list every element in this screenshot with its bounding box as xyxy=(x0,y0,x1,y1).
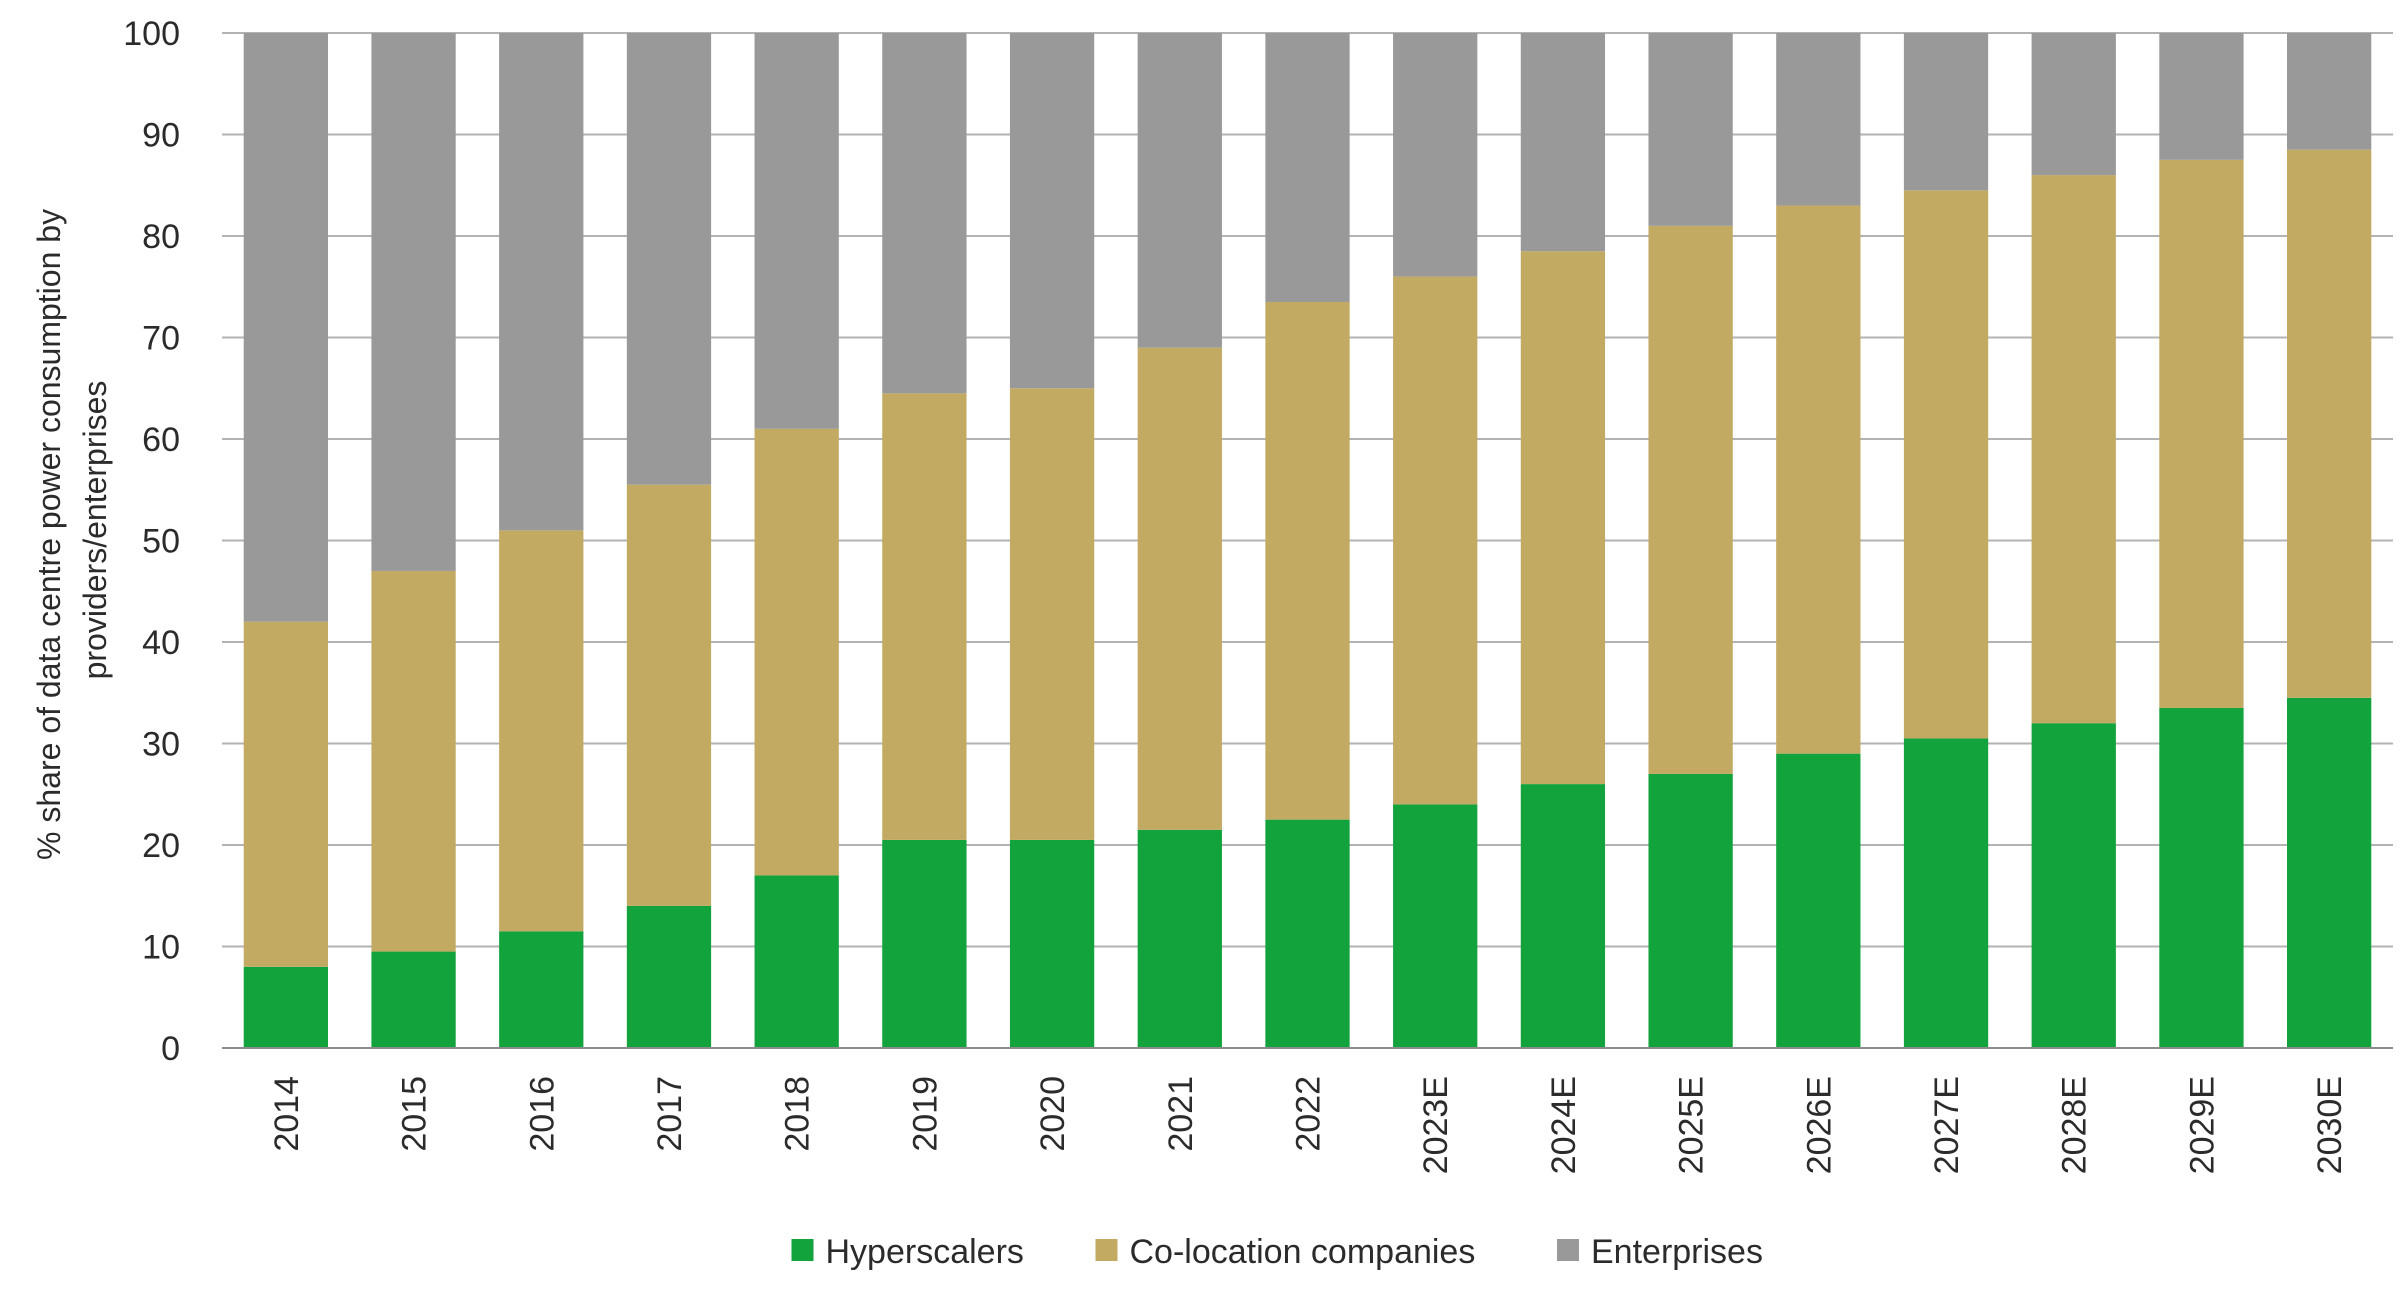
bar-hyperscalers-2018 xyxy=(754,875,839,1048)
x-tick-labels: 2014 2015 2016 2017 2018 2019 2020 2021 2022 2023… xyxy=(268,1076,2349,1174)
bar-enterprises-2017 xyxy=(626,33,712,485)
bar-hyperscalers-2023e xyxy=(1393,804,1478,1048)
bar-co-location-companies-2029e xyxy=(2159,159,2244,708)
bar-co-location-companies-2028e xyxy=(2031,175,2116,724)
bar-co-location-companies-2019 xyxy=(882,393,967,840)
bar-co-location-companies-2015 xyxy=(371,570,456,952)
x-tick-label: 2027E xyxy=(1928,1076,1966,1174)
bar-co-location-companies-2020 xyxy=(1009,388,1095,840)
x-tick-label: 2017 xyxy=(651,1076,689,1152)
bar-co-location-companies-2025e xyxy=(1648,225,1733,774)
legend-label-hyperscalers: Hyperscalers xyxy=(826,1233,1024,1271)
y-tick-label: 100 xyxy=(123,15,180,53)
bar-hyperscalers-2014 xyxy=(243,966,328,1048)
x-tick-label: 2021 xyxy=(1162,1076,1200,1152)
x-tick-label: 2015 xyxy=(396,1076,434,1152)
bar-hyperscalers-2024e xyxy=(1520,784,1606,1048)
x-tick-label: 2026E xyxy=(1800,1076,1838,1174)
x-tick-label: 2018 xyxy=(779,1076,817,1152)
y-tick-label: 60 xyxy=(142,421,180,459)
legend-swatch-hyperscalers xyxy=(791,1239,814,1261)
bar-co-location-companies-2018 xyxy=(754,428,839,876)
y-tick-label: 0 xyxy=(161,1030,180,1068)
bar-hyperscalers-2017 xyxy=(626,905,712,1048)
x-tick-label: 2014 xyxy=(268,1076,306,1152)
bar-hyperscalers-2019 xyxy=(882,839,967,1048)
legend-label-enterprises: Enterprises xyxy=(1591,1233,1763,1271)
bar-co-location-companies-2022 xyxy=(1265,301,1350,820)
bar-hyperscalers-2026e xyxy=(1776,753,1861,1048)
x-tick-label: 2023E xyxy=(1417,1076,1455,1174)
y-tick-label: 90 xyxy=(142,117,180,155)
x-tick-label: 2024E xyxy=(1545,1076,1583,1174)
bar-enterprises-2027e xyxy=(1903,33,1989,191)
bar-co-location-companies-2023e xyxy=(1393,276,1478,805)
bar-co-location-companies-2021 xyxy=(1137,347,1222,830)
bar-co-location-companies-2014 xyxy=(243,621,328,967)
x-tick-label: 2020 xyxy=(1034,1076,1072,1152)
y-axis-title-line-1: % share of data centre power consumption… xyxy=(31,209,67,860)
bar-enterprises-2026e xyxy=(1776,33,1861,206)
bar-hyperscalers-2015 xyxy=(371,951,456,1048)
y-tick-label: 40 xyxy=(142,624,180,662)
bar-enterprises-2020 xyxy=(1009,33,1095,389)
bar-co-location-companies-2017 xyxy=(626,484,712,906)
y-tick-label: 80 xyxy=(142,218,180,256)
y-tick-labels: 0 10 20 30 40 50 60 70 80 90 100 xyxy=(123,15,180,1068)
bar-hyperscalers-2030e xyxy=(2287,697,2372,1048)
x-tick-label: 2030E xyxy=(2311,1076,2349,1174)
bar-enterprises-2015 xyxy=(371,33,456,571)
bars xyxy=(243,33,2372,1048)
bar-hyperscalers-2022 xyxy=(1265,819,1350,1048)
bar-hyperscalers-2021 xyxy=(1137,829,1222,1048)
bar-enterprises-2023e xyxy=(1393,33,1478,277)
bar-co-location-companies-2016 xyxy=(499,530,584,932)
y-axis-title-line-2: providers/enterprises xyxy=(77,381,113,680)
x-tick-label: 2016 xyxy=(523,1076,561,1152)
legend-swatch-enterprises xyxy=(1557,1239,1579,1261)
bar-hyperscalers-2025e xyxy=(1648,773,1733,1048)
y-tick-label: 20 xyxy=(142,827,180,865)
y-tick-label: 70 xyxy=(142,320,180,358)
bar-hyperscalers-2028e xyxy=(2031,723,2116,1048)
bar-enterprises-2016 xyxy=(499,33,584,531)
bar-hyperscalers-2029e xyxy=(2159,707,2244,1048)
bar-enterprises-2024e xyxy=(1520,33,1606,252)
bar-co-location-companies-2026e xyxy=(1776,205,1861,754)
bar-co-location-companies-2030e xyxy=(2287,149,2372,698)
y-tick-label: 10 xyxy=(142,929,180,967)
y-tick-label: 30 xyxy=(142,726,180,764)
x-tick-label: 2019 xyxy=(906,1076,944,1152)
x-tick-label: 2025E xyxy=(1673,1076,1711,1174)
bar-enterprises-2021 xyxy=(1137,33,1222,348)
bar-hyperscalers-2020 xyxy=(1009,839,1095,1048)
bar-hyperscalers-2016 xyxy=(499,931,584,1048)
legend-label-co-location-companies: Co-location companies xyxy=(1130,1233,1476,1271)
y-tick-label: 50 xyxy=(142,523,180,561)
y-axis-title: % share of data centre power consumption… xyxy=(31,200,113,860)
legend-swatch-co-location-companies xyxy=(1095,1239,1118,1261)
bar-enterprises-2018 xyxy=(754,33,839,429)
x-tick-label: 2022 xyxy=(1290,1076,1328,1152)
bar-enterprises-2014 xyxy=(243,33,328,622)
bar-co-location-companies-2027e xyxy=(1903,190,1989,739)
bar-hyperscalers-2027e xyxy=(1903,738,1989,1048)
bar-enterprises-2030e xyxy=(2287,33,2372,150)
x-tick-label: 2029E xyxy=(2183,1076,2221,1174)
bar-enterprises-2025e xyxy=(1648,33,1733,226)
bar-enterprises-2022 xyxy=(1265,33,1350,302)
legend: Hyperscalers Co-location companies Enterpr… xyxy=(791,1233,1763,1271)
bar-enterprises-2019 xyxy=(882,33,967,394)
bar-enterprises-2029e xyxy=(2159,33,2244,160)
bar-co-location-companies-2024e xyxy=(1520,251,1606,785)
x-tick-label: 2028E xyxy=(2056,1076,2094,1174)
bar-enterprises-2028e xyxy=(2031,33,2116,176)
